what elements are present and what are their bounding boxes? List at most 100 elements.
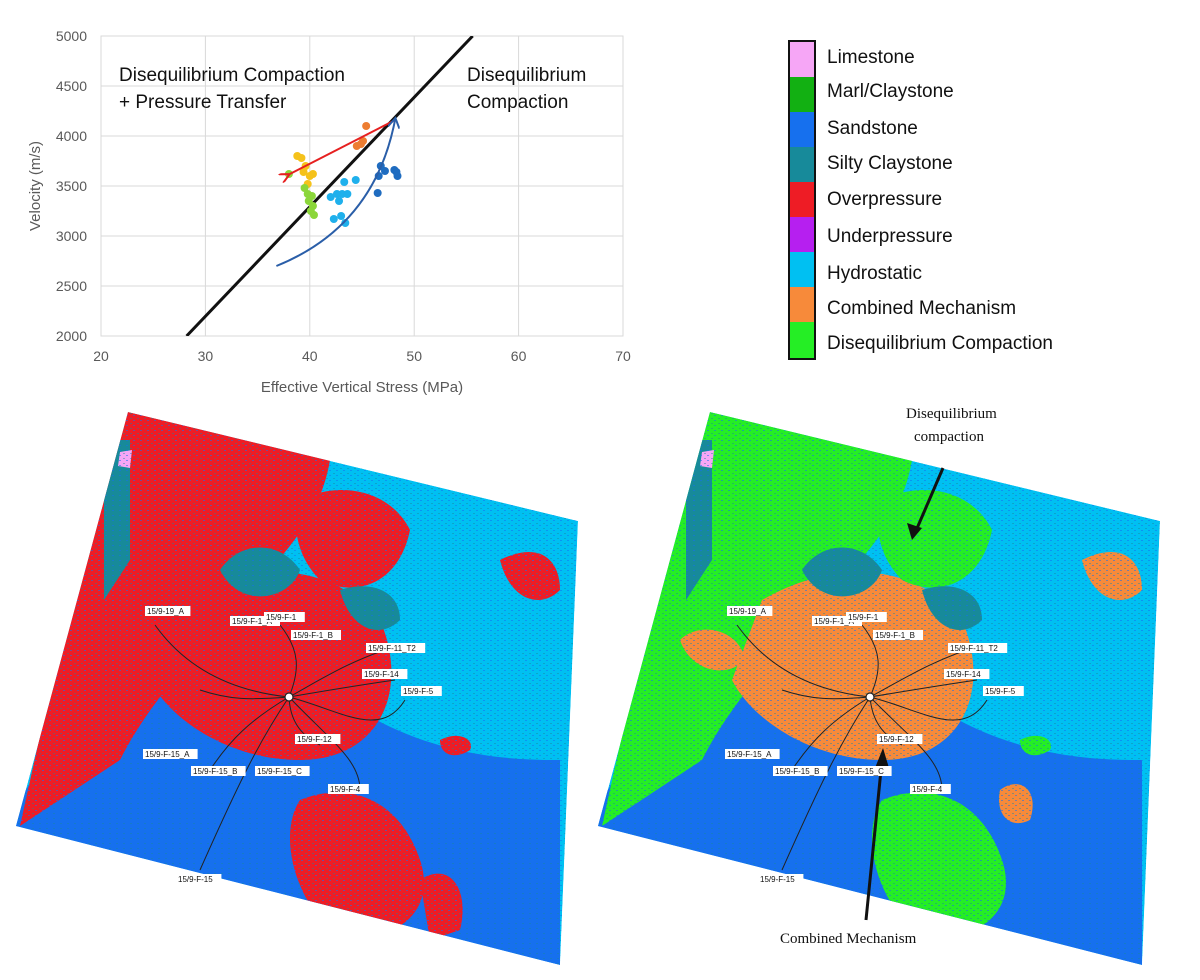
tick-labels: 20 30 40 50 60 70 2000 2500 3000 3500 4000 4500 5000 xyxy=(56,28,631,364)
well-label: 15/9-F-4 xyxy=(330,785,361,794)
well-label-box xyxy=(291,630,341,640)
callout-arrowhead-bottom xyxy=(875,748,889,768)
legend-swatch-combined xyxy=(790,287,814,322)
well-label: 15/9-F-15 xyxy=(178,875,213,884)
legend-swatch-limestone xyxy=(790,42,814,77)
well-label: 15/9-F-5 xyxy=(403,687,434,696)
well-label: 15/9-F-5 xyxy=(985,687,1016,696)
compaction-trend-line xyxy=(185,36,474,336)
well-label-box xyxy=(812,616,862,626)
map-mechanism xyxy=(598,412,1160,965)
well-label: 15/9-F-15_B xyxy=(775,767,819,776)
data-point xyxy=(392,168,401,176)
legend-swatch-diseq xyxy=(790,322,814,358)
well-label: 15/9-F-15_B xyxy=(193,767,237,776)
data-point xyxy=(343,190,352,198)
y-tick-label: 3000 xyxy=(56,228,87,244)
data-point xyxy=(297,154,306,162)
x-tick-label: 60 xyxy=(511,348,527,364)
legend-label-marl: Marl/Claystone xyxy=(827,81,954,102)
plot-axes xyxy=(100,35,624,337)
loading-arrow xyxy=(276,118,395,267)
data-point xyxy=(341,219,350,227)
data-point xyxy=(300,184,309,192)
well-label-box xyxy=(944,669,990,679)
well-label: 15/9-F-11_T2 xyxy=(950,644,998,653)
well-label: 15/9-F-1 xyxy=(848,613,879,622)
data-point xyxy=(356,140,365,148)
plot-marks xyxy=(185,36,474,336)
annotation-right-line2: Compaction xyxy=(467,92,568,113)
callout-arrow-top xyxy=(913,467,945,534)
trend-arrows xyxy=(276,118,395,267)
well-label: 15/9-F-1_B xyxy=(875,631,915,640)
y-tick-label: 5000 xyxy=(56,28,87,44)
y-tick-label: 3500 xyxy=(56,178,87,194)
map-note-combined: Combined Mechanism xyxy=(780,931,917,947)
data-point xyxy=(308,170,317,178)
legend-label-hydrostatic: Hydrostatic xyxy=(827,263,923,284)
well-label: 15/9-F-15_A xyxy=(145,750,190,759)
data-point xyxy=(335,197,344,205)
well-label-box xyxy=(877,734,923,744)
well-label: 15/9-F-15_C xyxy=(257,767,302,776)
legend-swatch-marl xyxy=(790,77,814,112)
data-point xyxy=(326,193,335,201)
map-overpressure xyxy=(16,412,578,965)
well-label: 15/9-F-15 xyxy=(760,875,795,884)
y-tick-label: 2000 xyxy=(56,328,87,344)
legend-swatch-overpressure xyxy=(790,182,814,217)
well-label-box xyxy=(773,766,828,776)
well-label-box xyxy=(758,874,804,884)
well-label-box xyxy=(727,606,773,616)
x-tick-label: 30 xyxy=(198,348,214,364)
well-label-box xyxy=(328,784,369,794)
platform-marker-right xyxy=(865,692,875,702)
legend-swatch-hydrostatic xyxy=(790,252,814,287)
legend-label-sandstone: Sandstone xyxy=(827,118,918,139)
well-label: 15/9-F-1_B xyxy=(293,631,333,640)
well-label: 15/9-F-14 xyxy=(946,670,981,679)
annotation-left-line2: + Pressure Transfer xyxy=(119,92,287,113)
legend-label-diseq: Disequilibrium Compaction xyxy=(827,333,1053,354)
well-label: 15/9-19_A xyxy=(147,607,185,616)
well-label-box xyxy=(846,612,887,622)
data-point xyxy=(380,167,389,175)
map-note-diseq-line1: Disequilibrium xyxy=(906,406,997,422)
well-label: 15/9-19_A xyxy=(729,607,767,616)
well-label-box xyxy=(295,734,341,744)
data-point xyxy=(340,178,349,186)
well-label-box xyxy=(873,630,923,640)
well-label-box xyxy=(948,643,1008,653)
well-label-box xyxy=(143,749,198,759)
legend-label-silty: Silty Claystone xyxy=(827,153,953,174)
annotation-left-line1: Disequilibrium Compaction xyxy=(119,65,345,86)
well-label-box xyxy=(401,686,442,696)
plot-frame xyxy=(100,35,624,337)
data-point xyxy=(329,215,338,223)
well-label: 15/9-F-11_T2 xyxy=(368,644,416,653)
annotation-right-line1: Disequilibrium xyxy=(467,65,586,86)
well-label: 15/9-F-14 xyxy=(364,670,399,679)
legend-swatch-sandstone xyxy=(790,112,814,147)
well-label: 15/9-F-1 xyxy=(266,613,297,622)
data-point xyxy=(362,122,371,130)
data-point xyxy=(351,176,360,184)
well-label: 15/9-F-1_A xyxy=(232,617,273,626)
well-label-box xyxy=(255,766,310,776)
y-tick-label: 4500 xyxy=(56,78,87,94)
legend-label-underpressure: Underpressure xyxy=(827,226,953,247)
well-label: 15/9-F-1_A xyxy=(814,617,855,626)
y-axis-title: Velocity (m/s) xyxy=(27,141,44,231)
well-label-box xyxy=(230,616,280,626)
x-tick-label: 70 xyxy=(615,348,631,364)
legend-label-limestone: Limestone xyxy=(827,47,915,68)
data-point xyxy=(332,190,341,198)
well-label: 15/9-F-12 xyxy=(879,735,914,744)
well-label-box xyxy=(837,766,892,776)
legend-label-combined: Combined Mechanism xyxy=(827,298,1017,319)
legend-box xyxy=(788,40,816,360)
map-note-diseq-line2: compaction xyxy=(914,429,984,445)
y-tick-label: 2500 xyxy=(56,278,87,294)
